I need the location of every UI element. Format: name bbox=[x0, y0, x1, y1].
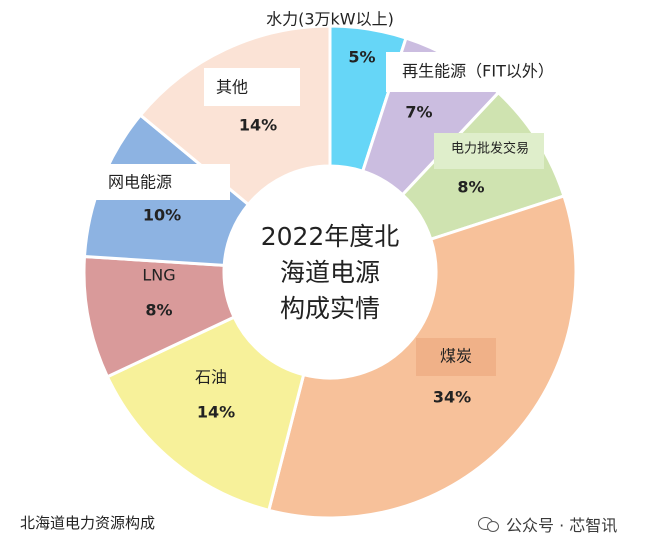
center-label-line-2: 构成实情 bbox=[280, 294, 380, 323]
center-label-line-1: 海道电源 bbox=[280, 258, 380, 287]
center-label-line-0: 2022年度北 bbox=[261, 222, 400, 251]
slice-label-2: 电力批发交易 bbox=[451, 141, 529, 157]
slice-label-3: 煤炭 bbox=[440, 347, 472, 366]
slice-labels: 水力(3万kW以上) 5% 再生能源（FIT以外） 7% 电力批发交易 8% 煤炭 34% 石油… bbox=[66, 10, 572, 422]
slice-4 bbox=[105, 315, 306, 513]
slice-value-2: 8% bbox=[457, 178, 484, 197]
figure-caption: 北海道电力资源构成 bbox=[20, 514, 156, 532]
slice-label-box-2 bbox=[434, 133, 544, 169]
slice-value-1: 7% bbox=[405, 103, 432, 122]
slice-label-box-1 bbox=[386, 52, 572, 92]
slice-label-7: 其他 bbox=[216, 78, 248, 97]
donut-slices bbox=[82, 24, 578, 520]
slice-value-0: 5% bbox=[348, 48, 375, 67]
slice-value-6: 10% bbox=[143, 206, 181, 225]
slice-value-4: 14% bbox=[197, 403, 235, 422]
watermark: 公众号 · 芯智讯 bbox=[478, 512, 617, 536]
slice-value-3: 34% bbox=[433, 388, 471, 407]
slice-label-5: LNG bbox=[142, 266, 175, 285]
slice-label-box-6 bbox=[66, 164, 230, 200]
slice-label-box-7 bbox=[204, 68, 300, 106]
slice-label-4: 石油 bbox=[195, 368, 227, 387]
slice-label-box-3 bbox=[416, 338, 496, 376]
slice-label-6: 网电能源 bbox=[108, 173, 172, 192]
slice-label-1: 再生能源（FIT以外） bbox=[402, 62, 554, 81]
watermark-text: 公众号 · 芯智讯 bbox=[506, 516, 618, 535]
slice-value-7: 14% bbox=[239, 116, 277, 135]
wechat-icon bbox=[478, 516, 500, 532]
slice-label-0: 水力(3万kW以上) bbox=[266, 10, 394, 29]
slice-value-5: 8% bbox=[145, 301, 172, 320]
